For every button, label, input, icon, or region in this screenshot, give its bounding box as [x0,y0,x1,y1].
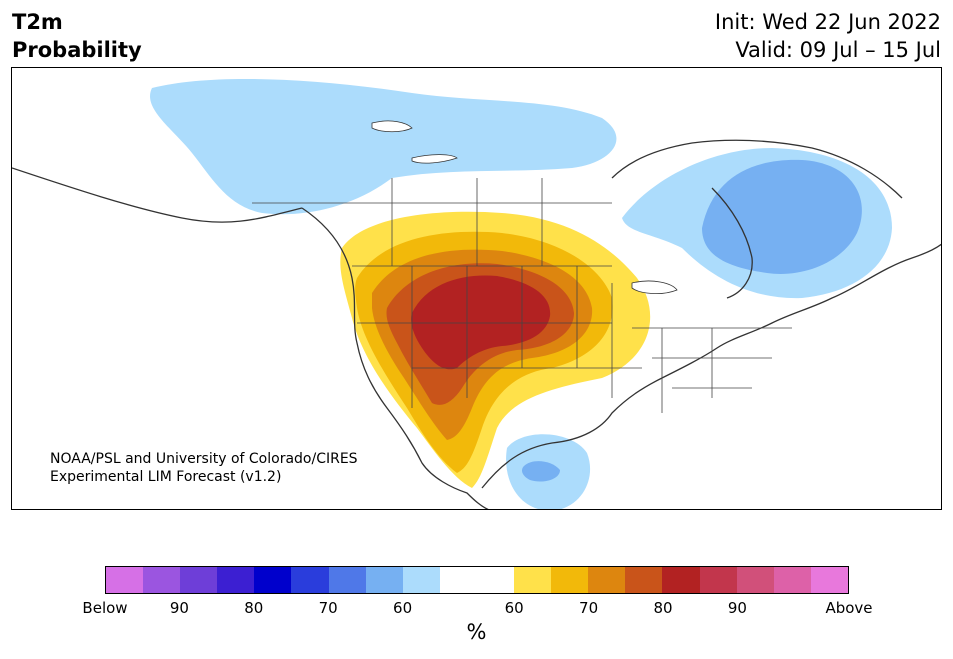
colorbar-segment [514,567,552,593]
colorbar-segment [588,567,626,593]
colorbar-segment [180,567,218,593]
colorbar-tick-label: Below [82,599,128,617]
colorbar-tick-label: 80 [653,599,673,617]
colorbar-segment [551,567,589,593]
colorbar-tick-label: 60 [504,599,524,617]
coastlines [12,139,941,509]
map-panel: NOAA/PSL and University of Colorado/CIRE… [11,67,942,510]
colorbar-tick-label: Above [825,599,873,617]
title-type: Probability [12,38,142,62]
colorbar-segment [143,567,181,593]
colorbar-tick-label: 80 [244,599,264,617]
colorbar-segment [625,567,663,593]
political-borders [252,178,792,413]
colorbar-segment [402,567,440,593]
credit-text: NOAA/PSL and University of Colorado/CIRE… [50,450,358,486]
colorbar-segment [254,567,292,593]
colorbar-segment [736,567,774,593]
colorbar-segment [106,567,144,593]
colorbar-segment [662,567,700,593]
colorbar-tick-labels: Below 90 80 70 60 60 70 80 90 Above [0,599,953,619]
colorbar-unit-label: % [466,620,487,644]
credit-line-2: Experimental LIM Forecast (v1.2) [50,469,282,485]
map-title: T2m Probability [12,8,142,64]
title-variable: T2m [12,10,63,34]
colorbar-segment [365,567,403,593]
colorbar-tick-label: 70 [318,599,338,617]
probability-map [12,78,941,509]
forecast-dates: Init: Wed 22 Jun 2022 Valid: 09 Jul – 15… [715,8,941,64]
colorbar-tick-label: 90 [169,599,189,617]
cool-region-gulf-core [522,461,560,482]
cool-region-north-canada [150,78,617,215]
colorbar-segment [773,567,811,593]
colorbar-tick-label: 90 [727,599,747,617]
colorbar-segment [291,567,329,593]
probability-colorbar [105,566,849,594]
colorbar-segment [328,567,366,593]
colorbar-tick-label: 60 [393,599,413,617]
colorbar-tick-label: 70 [579,599,599,617]
lakes [371,120,678,294]
colorbar-segment [439,567,515,593]
colorbar-segment [699,567,737,593]
init-date: Init: Wed 22 Jun 2022 [714,10,941,34]
colorbar-segment [810,567,848,593]
colorbar-segment [217,567,255,593]
cool-region-quebec-core [702,159,862,274]
warm-zone-core [411,275,551,370]
credit-line-1: NOAA/PSL and University of Colorado/CIRE… [50,451,358,467]
valid-period: Valid: 09 Jul – 15 Jul [735,38,941,62]
